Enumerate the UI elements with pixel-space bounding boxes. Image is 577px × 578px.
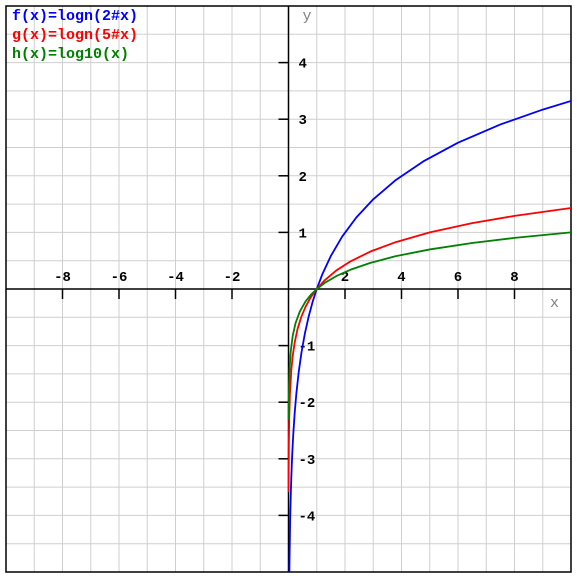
svg-text:y: y [303, 8, 312, 25]
svg-text:-3: -3 [299, 453, 316, 469]
legend-label: g(x)=logn(5#x) [12, 27, 138, 44]
svg-text:4: 4 [397, 270, 405, 286]
svg-text:4: 4 [299, 57, 307, 73]
svg-text:3: 3 [299, 113, 307, 129]
svg-text:8: 8 [510, 270, 518, 286]
legend-item-f: f(x)=logn(2#x) [12, 8, 138, 27]
legend: f(x)=logn(2#x) g(x)=logn(5#x) h(x)=log10(x… [12, 8, 138, 64]
legend-label: f(x)=logn(2#x) [12, 8, 138, 25]
svg-text:-4: -4 [167, 270, 184, 286]
svg-text:-2: -2 [299, 396, 316, 412]
chart-canvas: -8-6-4-22468-4-3-2-11234xy [0, 0, 577, 578]
svg-text:1: 1 [299, 226, 307, 242]
svg-text:6: 6 [454, 270, 462, 286]
log-chart: -8-6-4-22468-4-3-2-11234xy f(x)=logn(2#x… [0, 0, 577, 578]
svg-text:-4: -4 [299, 509, 316, 525]
svg-text:-8: -8 [54, 270, 71, 286]
legend-label: h(x)=log10(x) [12, 46, 129, 63]
svg-text:x: x [550, 295, 559, 312]
svg-text:2: 2 [299, 170, 307, 186]
legend-item-g: g(x)=logn(5#x) [12, 27, 138, 46]
svg-text:-6: -6 [111, 270, 128, 286]
svg-text:-2: -2 [224, 270, 241, 286]
legend-item-h: h(x)=log10(x) [12, 46, 138, 65]
